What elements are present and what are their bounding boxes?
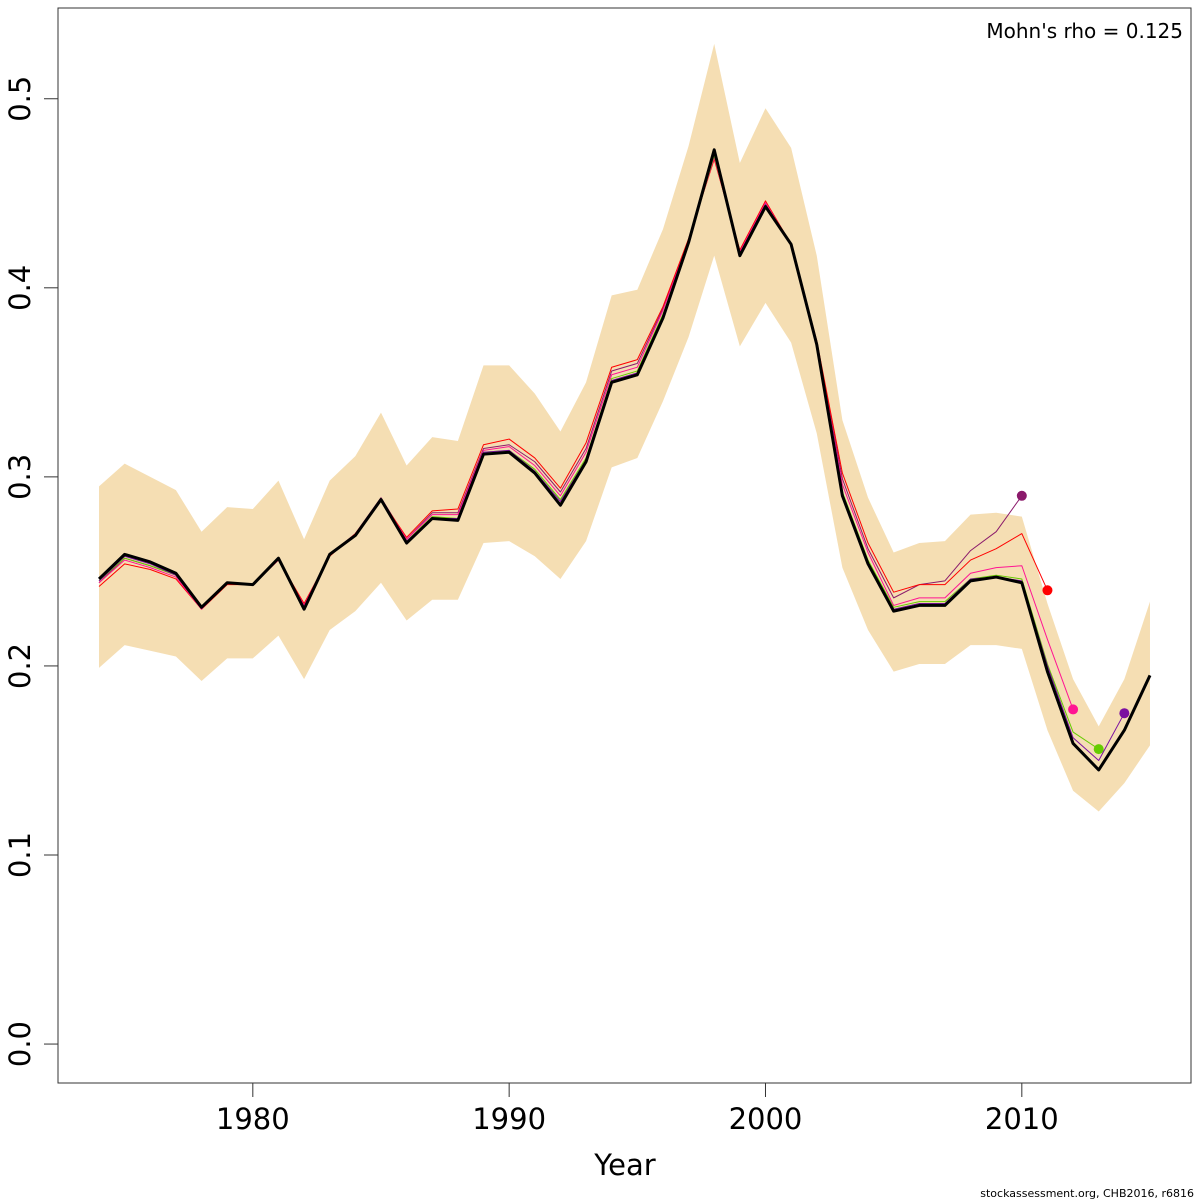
end-point bbox=[1119, 708, 1130, 719]
footer: stockassessment.org, CHB2016, r6816 bbox=[980, 1187, 1194, 1200]
y-tick-label: 0.5 bbox=[3, 76, 37, 122]
x-tick-label: 1980 bbox=[216, 1102, 290, 1136]
end-point bbox=[1093, 744, 1104, 755]
y-tick-label: 0.2 bbox=[3, 643, 37, 689]
y-tick-label: 0.0 bbox=[3, 1021, 37, 1067]
x-axis-label: Year bbox=[593, 1148, 655, 1182]
end-point bbox=[1068, 704, 1079, 715]
x-tick-label: 2000 bbox=[729, 1102, 803, 1136]
confidence-band bbox=[99, 43, 1150, 812]
end-point bbox=[1042, 585, 1053, 596]
x-tick-label: 2010 bbox=[985, 1102, 1059, 1136]
annotation: Mohn's rho = 0.125 bbox=[986, 19, 1183, 43]
plot-frame bbox=[57, 7, 1192, 1084]
y-tick-label: 0.4 bbox=[3, 265, 37, 311]
y-tick-label: 0.3 bbox=[3, 454, 37, 500]
x-tick-label: 1990 bbox=[472, 1102, 546, 1136]
end-point bbox=[1016, 490, 1027, 501]
series-line bbox=[97, 148, 1152, 772]
y-tick-label: 0.1 bbox=[3, 832, 37, 878]
